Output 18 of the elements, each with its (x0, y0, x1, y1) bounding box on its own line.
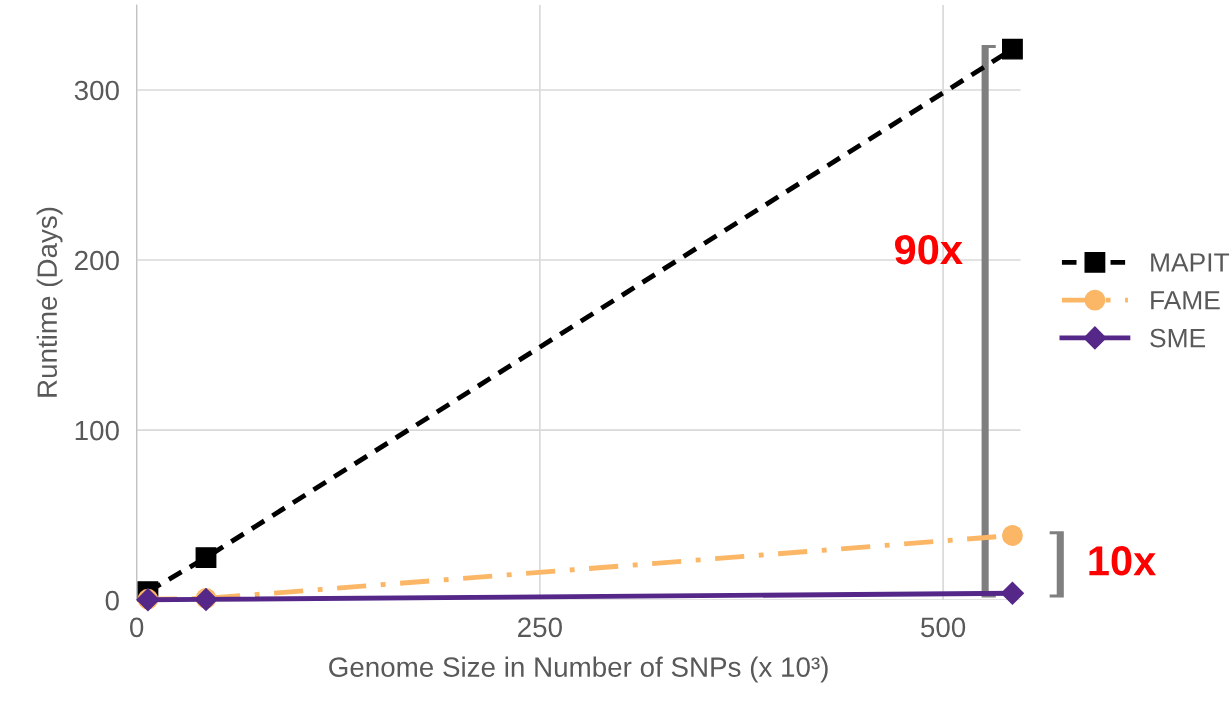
point (1002, 38, 1023, 60)
y-axis-title: Runtime (Days) (36, 207, 63, 397)
legend-label: SME (1150, 328, 1206, 348)
text: 10x (1089, 546, 1157, 576)
point (1000, 581, 1024, 605)
x-axis-title: Genome Size in Number of SNPs (x 10³) (329, 656, 828, 683)
y-tick-label: 0 (105, 590, 119, 611)
y-tick-label: 300 (74, 80, 119, 101)
legend-label: MAPIT (1151, 253, 1230, 272)
point (1002, 525, 1023, 546)
annotation: 90x (894, 234, 963, 265)
x-tick-label: 250 (518, 617, 562, 638)
y-tick-label: 100 (75, 420, 119, 441)
legend-label: FAME (1151, 291, 1220, 310)
x-tick-label: 500 (921, 617, 966, 638)
point (195, 547, 217, 569)
x-tick-label: 0 (130, 617, 144, 638)
y-tick-label: 200 (75, 250, 119, 271)
